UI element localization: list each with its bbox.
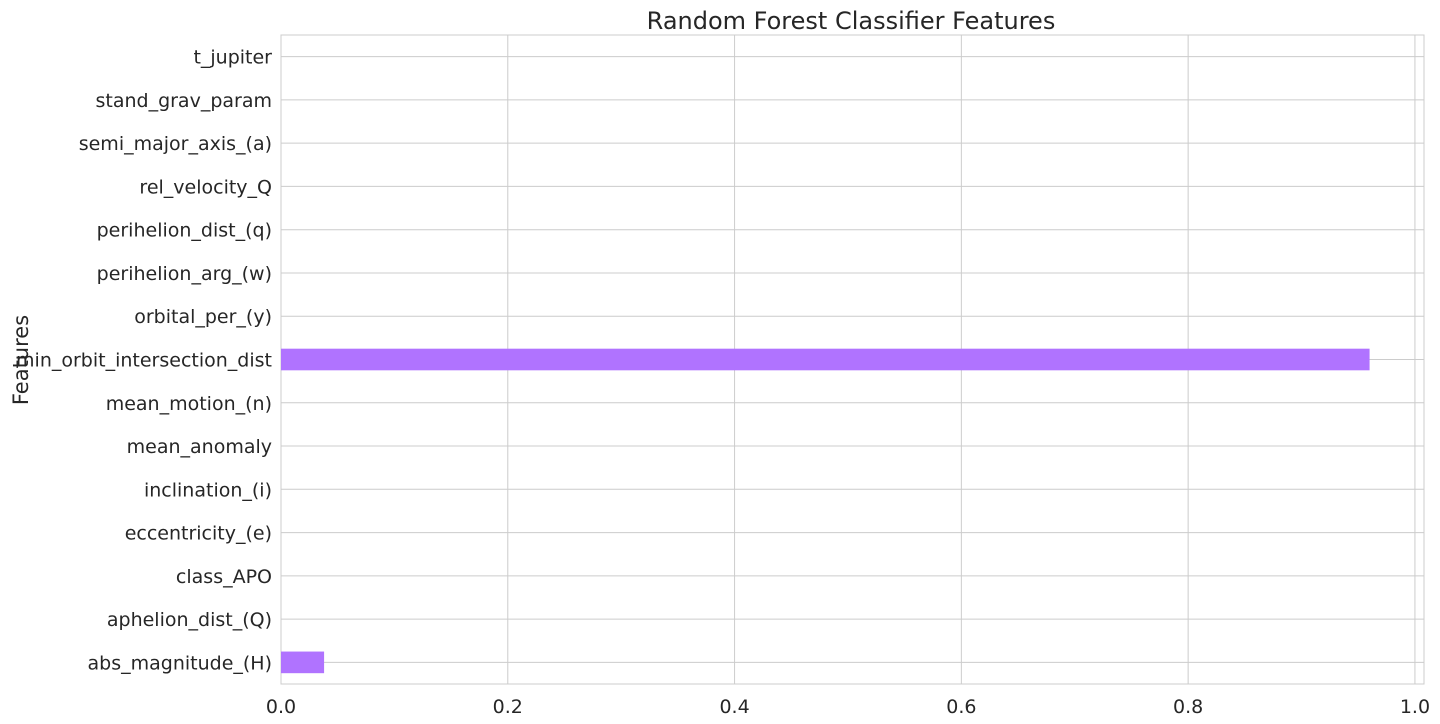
y-tick-label: t_jupiter (193, 47, 272, 69)
bar-abs-magnitude-h (281, 651, 325, 674)
x-tick-labels: 0.0 0.2 0.4 0.6 0.8 1.0 (266, 696, 1430, 718)
y-tick-label: mean_motion_(n) (106, 393, 272, 415)
y-axis-label: Features (9, 315, 33, 405)
y-tick-label: mean_anomaly (127, 436, 272, 458)
y-tick-label: perihelion_dist_(q) (97, 220, 272, 242)
x-tick-label: 0.6 (946, 696, 976, 718)
y-tick-label: min_orbit_intersection_dist (16, 350, 272, 372)
x-tick-label: 0.8 (1173, 696, 1203, 718)
y-tick-label: aphelion_dist_(Q) (107, 609, 272, 631)
y-tick-label: abs_magnitude_(H) (88, 652, 273, 674)
x-tick-label: 0.2 (493, 696, 523, 718)
chart-title: Random Forest Classifier Features (647, 7, 1056, 35)
y-tick-label: semi_major_axis_(a) (79, 133, 272, 155)
y-tick-label: rel_velocity_Q (139, 176, 272, 198)
x-tick-label: 0.4 (719, 696, 749, 718)
y-tick-label: orbital_per_(y) (134, 306, 272, 328)
y-tick-label: stand_grav_param (95, 90, 272, 112)
x-tick-label: 0.0 (266, 696, 296, 718)
x-tick-label: 1.0 (1400, 696, 1430, 718)
y-tick-label: perihelion_arg_(w) (97, 263, 272, 285)
y-tick-label: class_APO (176, 566, 272, 588)
y-tick-label: eccentricity_(e) (125, 523, 272, 545)
bar-min-orbit-intersection-dist (281, 348, 1370, 371)
bars (281, 348, 1370, 674)
y-tick-label: inclination_(i) (144, 479, 272, 501)
y-tick-labels: abs_magnitude_(H) aphelion_dist_(Q) class_… (16, 47, 272, 675)
